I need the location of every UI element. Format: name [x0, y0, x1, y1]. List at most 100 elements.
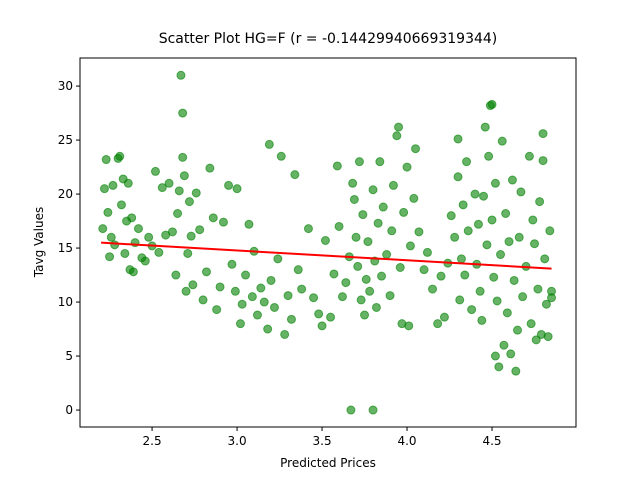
point — [514, 232, 524, 242]
point — [266, 275, 276, 285]
chart-title: Scatter Plot HG=F (r = -0.14429940669319… — [159, 31, 498, 47]
point — [218, 217, 228, 227]
point — [116, 200, 126, 210]
point — [511, 366, 521, 376]
point — [215, 282, 225, 292]
point — [106, 232, 116, 242]
point — [178, 152, 188, 162]
point — [543, 332, 553, 342]
point — [103, 207, 113, 217]
point — [378, 202, 388, 212]
point — [110, 240, 120, 250]
point — [368, 405, 378, 415]
point — [329, 269, 339, 279]
point — [123, 178, 133, 188]
point — [450, 232, 460, 242]
point — [496, 250, 506, 260]
point — [293, 265, 303, 275]
point — [388, 180, 398, 190]
point — [273, 254, 283, 264]
point — [395, 262, 405, 272]
point — [473, 219, 483, 229]
point — [356, 295, 366, 305]
point — [414, 227, 424, 237]
point — [171, 270, 181, 280]
point — [528, 215, 538, 225]
point — [456, 254, 466, 264]
point — [547, 293, 557, 303]
point — [256, 283, 266, 293]
point — [349, 194, 359, 204]
point — [280, 329, 290, 339]
point — [453, 134, 463, 144]
point — [361, 274, 371, 284]
point — [502, 308, 512, 318]
point — [497, 136, 507, 146]
point — [326, 312, 336, 322]
point — [235, 319, 245, 329]
x-tick-label: 2.5 — [143, 434, 162, 448]
point — [247, 292, 257, 302]
point — [341, 278, 351, 288]
point — [346, 405, 356, 415]
point — [439, 312, 449, 322]
point — [504, 237, 514, 247]
point — [480, 122, 490, 132]
point — [128, 267, 138, 277]
fit-line — [101, 241, 552, 270]
point — [181, 286, 191, 296]
point — [433, 319, 443, 329]
point — [375, 157, 385, 167]
point — [475, 286, 485, 296]
point — [105, 252, 115, 262]
point — [133, 224, 143, 234]
point — [541, 299, 551, 309]
point — [462, 157, 472, 167]
point — [348, 178, 358, 188]
point — [535, 197, 545, 207]
point — [144, 232, 154, 242]
point — [178, 108, 188, 118]
point — [358, 210, 368, 220]
point — [174, 186, 184, 196]
point — [411, 144, 421, 154]
point — [120, 248, 130, 258]
y-tick-label: 25 — [58, 133, 73, 147]
point — [244, 219, 254, 229]
point — [460, 270, 470, 280]
point — [453, 172, 463, 182]
point — [428, 284, 438, 294]
point — [201, 267, 211, 277]
point — [463, 226, 473, 236]
point — [492, 296, 502, 306]
y-tick-label: 10 — [58, 295, 73, 309]
point — [188, 280, 198, 290]
point — [531, 335, 541, 345]
point — [509, 275, 519, 285]
y-tick-label: 30 — [58, 79, 73, 93]
y-tick-label: 0 — [65, 403, 73, 417]
point — [351, 232, 361, 242]
point — [490, 351, 500, 361]
point — [538, 156, 548, 166]
point — [232, 184, 242, 194]
point — [507, 175, 517, 185]
x-tick-label: 4.0 — [397, 434, 416, 448]
point — [115, 151, 125, 161]
point — [526, 319, 536, 329]
point — [108, 180, 118, 190]
point — [545, 226, 555, 236]
point — [252, 310, 262, 320]
point — [264, 139, 274, 149]
point — [487, 215, 497, 225]
point — [365, 286, 375, 296]
point — [385, 291, 395, 301]
point — [140, 256, 150, 266]
point — [446, 211, 456, 221]
point — [179, 171, 189, 181]
point — [399, 207, 409, 217]
point — [422, 247, 432, 257]
point — [198, 295, 208, 305]
point — [263, 324, 273, 334]
point — [186, 231, 196, 241]
